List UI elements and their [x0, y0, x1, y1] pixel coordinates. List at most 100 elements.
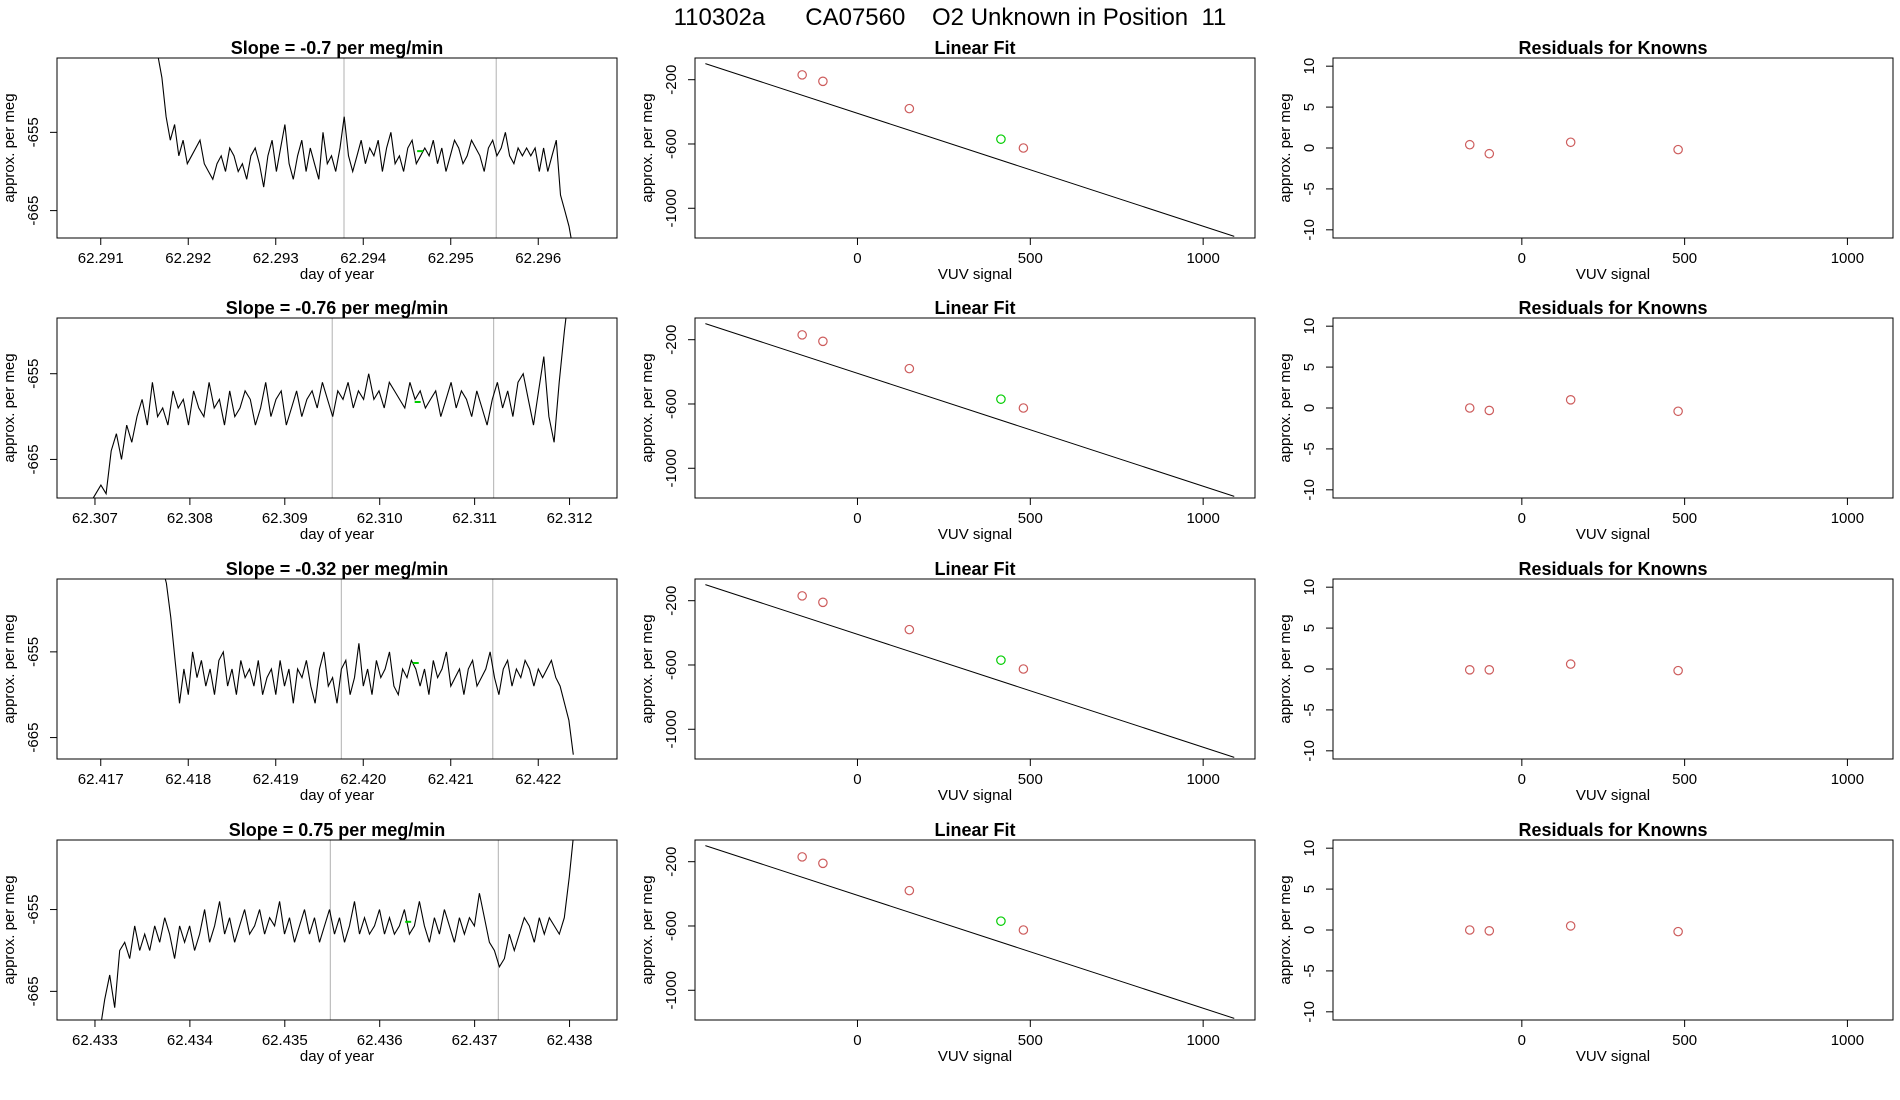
y-tick-label: -5	[1301, 182, 1318, 195]
y-tick-label: -200	[663, 65, 680, 95]
x-tick-label: 62.291	[78, 250, 124, 267]
panel-title: Linear Fit	[934, 298, 1015, 318]
y-tick-label: 10	[1301, 58, 1318, 75]
residual-point	[1673, 665, 1683, 676]
y-tick-label: -600	[663, 911, 680, 941]
residual-point	[1484, 665, 1495, 675]
known-point	[797, 330, 807, 340]
x-tick-label: 62.296	[515, 250, 561, 267]
plot-data	[705, 845, 1235, 1019]
residual-point	[1464, 139, 1475, 150]
chart-panel: Linear Fit 0 500 1000 -1000 -600 -200 VUV signa…	[639, 38, 1256, 283]
plot-data	[1464, 921, 1683, 937]
chart-panel: Residuals for Knowns 0 500 1000 -10 -5 0 5 10 VUV…	[1277, 38, 1894, 283]
x-tick-label: 1000	[1186, 510, 1219, 527]
panel-title: Slope = 0.75 per meg/min	[229, 820, 446, 840]
known-point	[797, 852, 807, 862]
x-tick-label: 62.308	[167, 510, 213, 527]
plot-data	[705, 323, 1235, 497]
unknown-point	[996, 655, 1006, 665]
y-tick-label: -200	[663, 325, 680, 355]
x-axis-label: VUV signal	[938, 1048, 1012, 1065]
residual-point	[1565, 395, 1576, 405]
y-tick-label: -1000	[663, 971, 680, 1009]
y-tick-label: 5	[1301, 363, 1318, 371]
plot-frame	[56, 317, 618, 499]
chart-panel: Residuals for Knowns 0 500 1000 -10 -5 0 5 10 VUV…	[1277, 298, 1894, 543]
y-axis-label: approx. per meg	[1277, 93, 1294, 202]
chart-panel: Slope = -0.32 per meg/min 62.417 62.418 62.…	[1, 559, 618, 804]
known-point	[818, 336, 828, 347]
known-point	[797, 591, 807, 601]
x-tick-label: 62.436	[357, 1032, 403, 1049]
chart-panel: Linear Fit 0 500 1000 -1000 -600 -200 VUV signa…	[639, 820, 1256, 1065]
y-tick-label: 0	[1301, 926, 1318, 934]
x-tick-label: 0	[853, 250, 861, 267]
x-tick-label: 62.312	[547, 510, 593, 527]
y-tick-label: -10	[1301, 479, 1318, 501]
x-tick-label: 62.293	[253, 250, 299, 267]
plot-frame	[56, 839, 618, 1021]
x-tick-label: 0	[853, 771, 861, 788]
x-tick-label: 62.433	[72, 1032, 118, 1049]
known-point	[797, 70, 807, 80]
x-tick-label: 500	[1672, 510, 1697, 527]
plot-frame	[1332, 57, 1894, 239]
signal-trace	[164, 579, 574, 755]
chart-panel: Residuals for Knowns 0 500 1000 -10 -5 0 5 10 VUV…	[1277, 820, 1894, 1065]
x-tick-label: 0	[853, 1032, 861, 1049]
x-tick-label: 62.421	[428, 771, 474, 788]
panel-title: Slope = -0.32 per meg/min	[226, 559, 449, 579]
y-tick-label: 0	[1301, 404, 1318, 412]
x-tick-label: 1000	[1831, 250, 1864, 267]
y-tick-label: 0	[1301, 665, 1318, 673]
y-tick-label: -200	[663, 586, 680, 616]
plot-frame	[694, 839, 1256, 1021]
panel-title: Residuals for Knowns	[1518, 559, 1707, 579]
y-tick-label: 10	[1301, 318, 1318, 335]
x-tick-label: 62.307	[72, 510, 118, 527]
x-tick-label: 500	[1018, 1032, 1043, 1049]
x-tick-label: 62.418	[165, 771, 211, 788]
chart-panel: Slope = 0.75 per meg/min 62.433 62.434 62.4…	[1, 820, 618, 1065]
plot-frame	[694, 317, 1256, 499]
x-tick-label: 62.309	[262, 510, 308, 527]
residual-point	[1673, 406, 1683, 417]
plot-frame	[1332, 839, 1894, 1021]
x-tick-label: 1000	[1831, 1032, 1864, 1049]
x-axis-label: VUV signal	[1576, 266, 1650, 283]
x-tick-label: 500	[1018, 510, 1043, 527]
y-tick-label: -600	[663, 650, 680, 680]
known-point	[818, 597, 828, 608]
panel-title: Residuals for Knowns	[1518, 298, 1707, 318]
panel-title: Residuals for Knowns	[1518, 820, 1707, 840]
x-tick-label: 0	[1518, 771, 1526, 788]
panel-title: Residuals for Knowns	[1518, 38, 1707, 58]
x-axis-label: VUV signal	[938, 266, 1012, 283]
known-point	[1018, 143, 1029, 153]
residual-point	[1565, 921, 1576, 931]
y-tick-label: -200	[663, 847, 680, 877]
residual-point	[1565, 137, 1576, 148]
y-tick-label: -665	[25, 444, 42, 474]
x-axis-label: day of year	[300, 526, 374, 543]
signal-trace	[157, 58, 572, 238]
chart-panel: Linear Fit 0 500 1000 -1000 -600 -200 VUV signa…	[639, 559, 1256, 804]
plot-frame	[1332, 578, 1894, 760]
plot-data	[705, 63, 1235, 237]
x-tick-label: 62.310	[357, 510, 403, 527]
chart-panel: Slope = -0.76 per meg/min 62.307 62.308 62.…	[1, 298, 618, 543]
y-tick-label: -655	[25, 359, 42, 389]
y-tick-label: -5	[1301, 703, 1318, 716]
x-tick-label: 500	[1672, 771, 1697, 788]
y-axis-label: approx. per meg	[1277, 875, 1294, 984]
plot-frame	[1332, 317, 1894, 499]
y-tick-label: -10	[1301, 740, 1318, 762]
plot-frame	[694, 578, 1256, 760]
residual-point	[1673, 926, 1683, 937]
y-axis-label: approx. per meg	[1, 93, 18, 202]
x-axis-label: day of year	[300, 266, 374, 283]
panel-title: Slope = -0.7 per meg/min	[231, 38, 444, 58]
residual-point	[1484, 148, 1495, 159]
x-tick-label: 62.419	[253, 771, 299, 788]
